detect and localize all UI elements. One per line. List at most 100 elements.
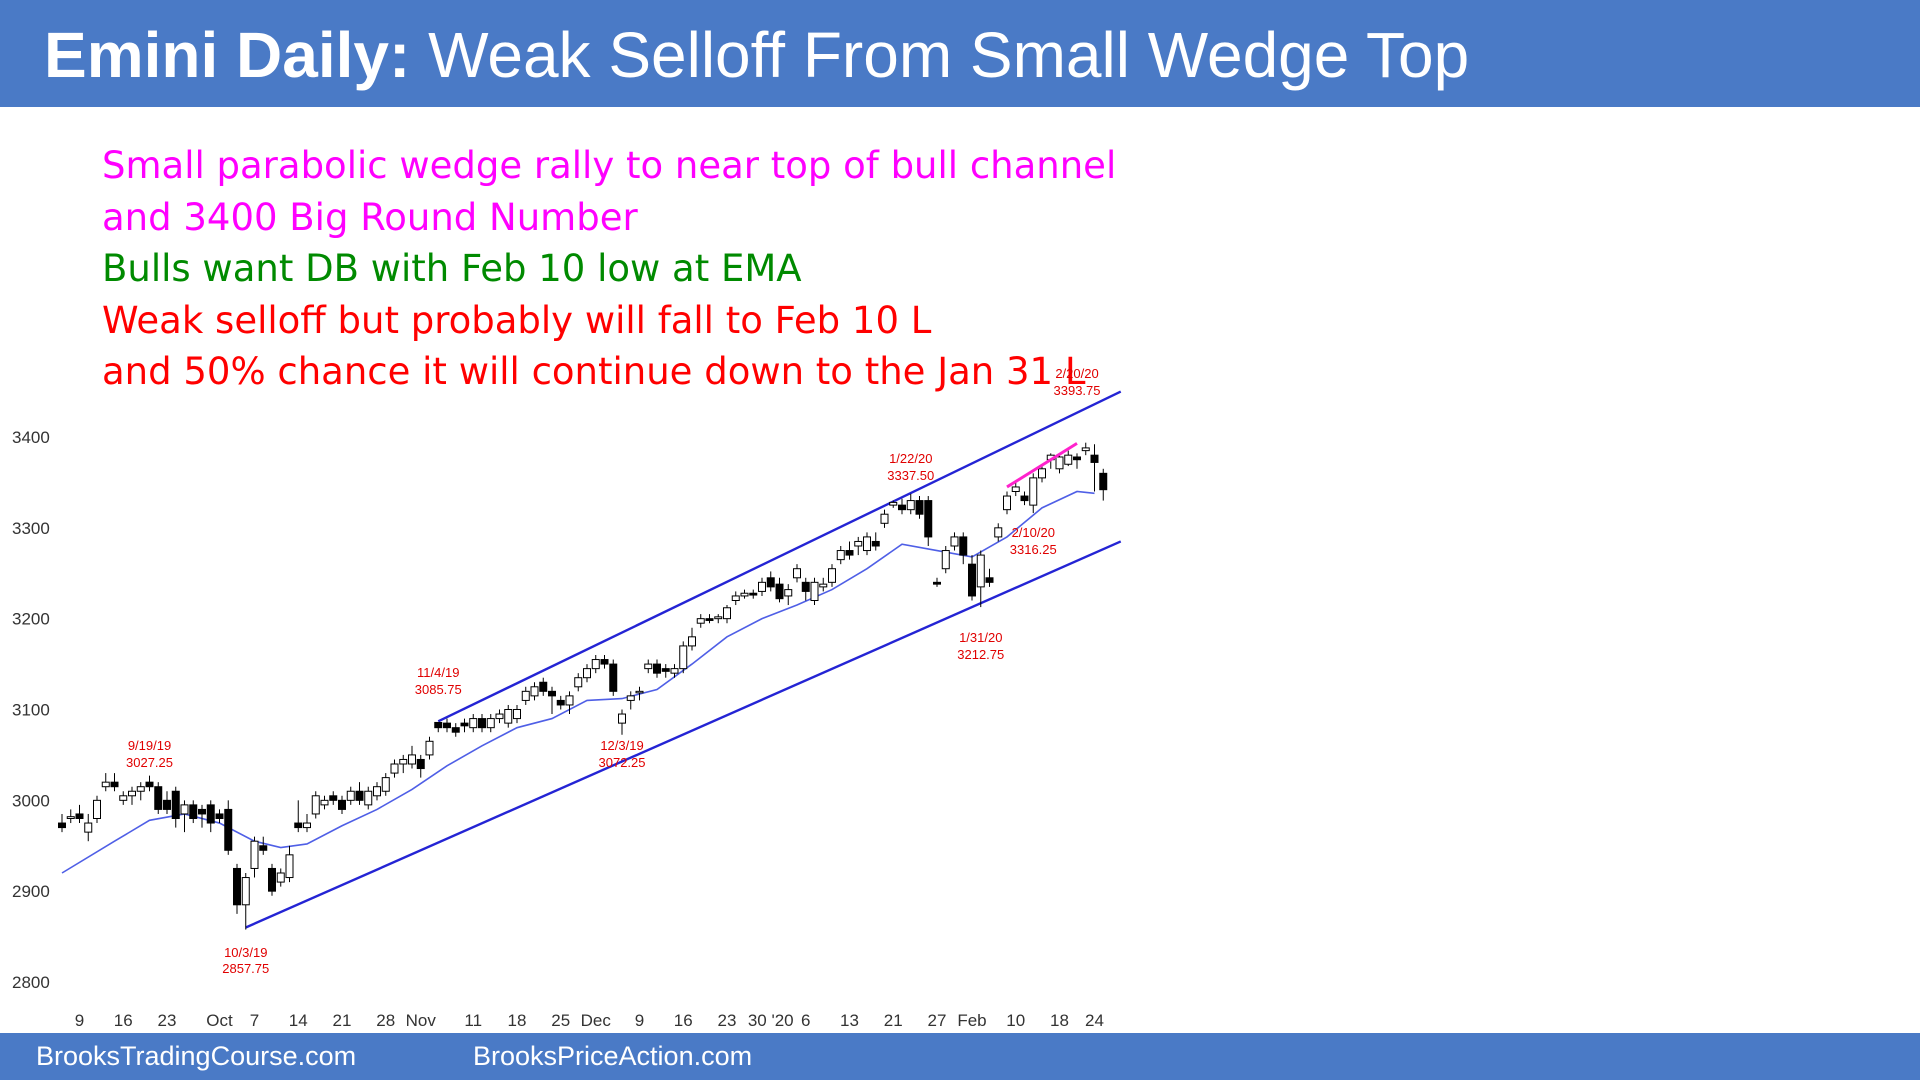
- bull-candle: [836, 550, 845, 561]
- bear-candle: [933, 581, 941, 585]
- annotation-date: 12/3/19: [600, 738, 643, 753]
- bear-candle: [338, 799, 346, 810]
- bull-candle: [495, 713, 504, 720]
- bear-candle: [75, 813, 84, 819]
- footer-banner: BrooksTradingCourse.com BrooksPriceActio…: [0, 1033, 1920, 1080]
- x-tick-label: 24: [1085, 1011, 1104, 1030]
- x-tick-label: 21: [884, 1011, 903, 1030]
- bull-candle: [740, 592, 749, 597]
- y-tick-label: 3400: [12, 428, 50, 447]
- bear-candle: [705, 618, 714, 621]
- bear-candle: [460, 722, 469, 727]
- bull-candle: [320, 799, 329, 806]
- bear-candle: [451, 727, 460, 733]
- note-line-1: Small parabolic wedge rally to near top …: [102, 144, 1117, 187]
- annotation-price: 3027.25: [126, 755, 173, 770]
- bear-candle: [801, 581, 810, 592]
- bull-candle: [626, 695, 635, 701]
- bull-candle: [311, 795, 320, 815]
- bear-candle: [653, 663, 661, 674]
- bear-candle: [600, 659, 609, 665]
- bull-candle: [425, 740, 434, 756]
- bull-candle: [469, 718, 478, 729]
- annotation-date: 11/4/19: [417, 665, 459, 680]
- y-tick-label: 3200: [12, 610, 50, 629]
- bull-candle: [276, 872, 285, 883]
- footer-link-left[interactable]: BrooksTradingCourse.com: [36, 1041, 357, 1071]
- annotation-price: 3072.25: [599, 755, 646, 770]
- bull-candle: [504, 709, 513, 724]
- bull-candle: [863, 536, 871, 552]
- annotation-date: 2/20/20: [1055, 366, 1098, 381]
- bull-candle: [854, 540, 863, 547]
- bull-candle: [819, 583, 828, 588]
- bull-candle: [530, 686, 539, 697]
- x-tick-label: 10: [1006, 1011, 1025, 1030]
- bear-candle: [478, 718, 486, 729]
- bear-candle: [434, 721, 443, 729]
- x-tick-label: 6: [801, 1011, 810, 1030]
- bear-candle: [443, 722, 451, 729]
- bear-candle: [556, 699, 565, 706]
- bear-candle: [539, 681, 548, 692]
- x-tick-label: 14: [289, 1011, 308, 1030]
- bear-candle: [110, 781, 119, 788]
- bull-candle: [1081, 447, 1090, 452]
- bull-candle: [793, 568, 801, 579]
- bull-candle: [241, 877, 250, 906]
- bear-candle: [924, 500, 933, 538]
- bear-candle: [548, 690, 556, 697]
- bull-candle: [889, 501, 898, 506]
- annotation-date: 1/22/20: [889, 451, 932, 466]
- bear-candle: [1020, 495, 1029, 502]
- bull-candle: [119, 795, 128, 801]
- bear-candle: [206, 804, 215, 824]
- footer-link-right[interactable]: BrooksPriceAction.com: [473, 1041, 753, 1071]
- bear-candle: [163, 799, 171, 810]
- annotation-price: 3393.75: [1054, 383, 1101, 398]
- title-banner: Emini Daily: Weak Selloff From Small Wed…: [0, 0, 1920, 107]
- bull-candle: [696, 618, 705, 624]
- annotation-date: 1/31/20: [959, 630, 1002, 645]
- x-tick-label: 23: [718, 1011, 737, 1030]
- bull-candle: [688, 636, 696, 647]
- bull-candle: [906, 500, 915, 511]
- bear-candle: [1073, 456, 1081, 461]
- channel-lower-line: [245, 540, 1122, 929]
- bear-candle: [224, 808, 233, 851]
- page-title: Emini Daily: Weak Selloff From Small Wed…: [44, 18, 1469, 92]
- bear-candle: [968, 563, 976, 597]
- bull-candle: [399, 758, 408, 765]
- bear-candle: [985, 577, 994, 583]
- x-tick-label: Feb: [957, 1011, 986, 1030]
- bull-candle: [994, 527, 1003, 538]
- bear-candle: [145, 781, 154, 788]
- bear-candle: [329, 795, 338, 801]
- bull-candle: [1011, 486, 1020, 493]
- y-tick-label: 3100: [12, 701, 50, 720]
- bull-candle: [93, 799, 101, 819]
- bull-candle: [364, 790, 373, 806]
- bull-candle: [513, 709, 521, 720]
- bear-candle: [766, 577, 775, 588]
- x-tick-label: 18: [508, 1011, 527, 1030]
- bull-candle: [1029, 477, 1038, 506]
- bull-candle: [976, 554, 985, 588]
- bull-candle: [303, 822, 311, 829]
- note-line-2: and 3400 Big Round Number: [102, 195, 638, 239]
- bull-candle: [950, 536, 959, 547]
- annotation-price: 3085.75: [415, 682, 462, 697]
- bear-candle: [294, 822, 303, 829]
- bull-candle: [285, 854, 294, 879]
- bull-candle: [84, 822, 93, 833]
- x-tick-label: 28: [376, 1011, 395, 1030]
- bull-candle: [731, 595, 740, 601]
- bull-candle: [644, 663, 653, 670]
- title-bold-part: Emini Daily:: [44, 19, 411, 91]
- bear-candle: [609, 663, 618, 692]
- bull-candle: [714, 616, 723, 620]
- bull-candle: [635, 690, 644, 694]
- bull-candle: [381, 777, 390, 792]
- bull-candle: [521, 690, 530, 701]
- bear-candle: [355, 790, 364, 801]
